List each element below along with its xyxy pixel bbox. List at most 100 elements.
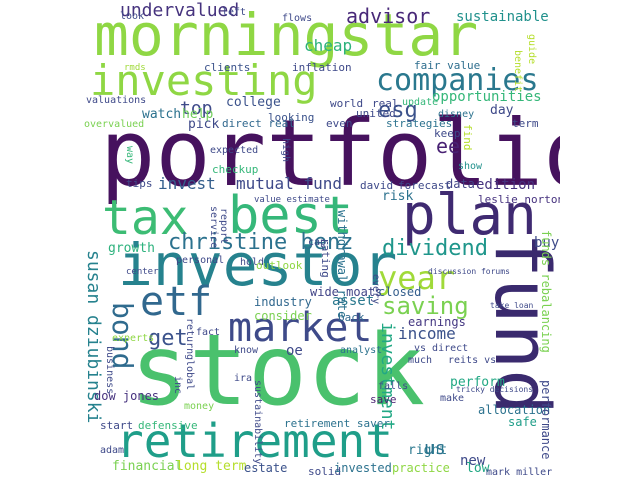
cloud-word: benefit bbox=[512, 50, 523, 93]
cloud-word: help bbox=[182, 107, 214, 122]
cloud-word: susan dziubinski bbox=[83, 250, 104, 424]
cloud-word: cheap bbox=[304, 36, 353, 55]
cloud-word: income bbox=[398, 324, 456, 343]
cloud-word: buy bbox=[534, 235, 560, 251]
cloud-word: update bbox=[402, 97, 439, 108]
cloud-word: safe bbox=[508, 415, 537, 429]
cloud-word: ira bbox=[234, 373, 253, 384]
cloud-word: portfolio bbox=[100, 100, 560, 207]
cloud-word: dividend bbox=[382, 236, 488, 261]
cloud-word: expected bbox=[210, 145, 259, 156]
cloud-word: practice bbox=[392, 461, 450, 475]
cloud-word: personal bbox=[176, 255, 225, 266]
cloud-word: guide bbox=[526, 34, 537, 65]
cloud-word: college bbox=[226, 95, 281, 110]
cloud-word: mark miller bbox=[486, 467, 553, 478]
cloud-word: undervalued bbox=[120, 0, 240, 21]
cloud-word: market bbox=[228, 305, 373, 351]
cloud-word: rating bbox=[319, 238, 332, 278]
cloud-word: bond bbox=[106, 302, 139, 370]
cloud-word: sustainable bbox=[456, 9, 549, 25]
cloud-word: defensive bbox=[138, 419, 198, 432]
cloud-word: industry bbox=[254, 295, 312, 309]
cloud-word: term bbox=[512, 117, 539, 130]
cloud-word: business bbox=[104, 346, 115, 395]
cloud-word: companies bbox=[376, 63, 539, 98]
cloud-word: high bbox=[280, 138, 291, 163]
cloud-word: find bbox=[461, 124, 474, 151]
cloud-word: even bbox=[326, 117, 353, 130]
cloud-word: analyst bbox=[340, 345, 383, 356]
cloud-word: united bbox=[356, 107, 396, 120]
cloud-word: disney bbox=[438, 109, 475, 120]
cloud-word: financial bbox=[112, 459, 183, 474]
cloud-word: tips bbox=[126, 177, 153, 190]
cloud-word: report bbox=[218, 208, 229, 245]
cloud-word: get bbox=[148, 326, 188, 351]
cloud-word: invest bbox=[158, 174, 216, 193]
cloud-word: dow jones bbox=[94, 389, 160, 403]
cloud-word: rmds bbox=[124, 63, 146, 73]
cloud-word: performance bbox=[539, 380, 553, 460]
cloud-word: way bbox=[124, 146, 135, 165]
cloud-word: cap bbox=[308, 237, 327, 248]
cloud-word: vs direct bbox=[414, 343, 469, 354]
cloud-word: growth bbox=[108, 241, 155, 256]
cloud-word: tricky decisions bbox=[456, 385, 534, 394]
cloud-word: tax bbox=[102, 190, 189, 246]
cloud-word: edition bbox=[476, 177, 536, 193]
cloud-word: money bbox=[184, 401, 215, 412]
cloud-word: value estimate bbox=[254, 195, 330, 205]
cloud-word: flows bbox=[282, 13, 313, 24]
cloud-word: overvalued bbox=[84, 119, 145, 130]
cloud-word: allocation bbox=[478, 403, 551, 417]
cloud-word: new bbox=[460, 453, 486, 469]
cloud-word: clients bbox=[204, 61, 251, 74]
cloud-word: asset bbox=[332, 293, 375, 309]
cloud-word: opportunities bbox=[432, 89, 542, 105]
cloud-word: morningstar bbox=[94, 1, 479, 69]
cloud-word: discussion forums bbox=[428, 267, 510, 276]
cloud-word: adam bbox=[100, 445, 125, 456]
cloud-word: solid bbox=[308, 465, 342, 478]
cloud-word: top bbox=[180, 98, 213, 119]
cloud-word: valuations bbox=[86, 95, 147, 106]
cloud-word: low bbox=[466, 461, 490, 476]
cloud-word: right bbox=[408, 443, 448, 458]
cloud-word: investor bbox=[118, 231, 398, 299]
cloud-word: direct real bbox=[222, 117, 295, 130]
cloud-word: inflation bbox=[292, 61, 352, 74]
cloud-word: best bbox=[228, 186, 354, 246]
cloud-word: etf bbox=[140, 279, 213, 325]
cloud-word: perform bbox=[450, 375, 505, 390]
cloud-word: keep bbox=[434, 127, 461, 140]
cloud-word: hold bbox=[240, 257, 265, 268]
cloud-word: reits vs bbox=[448, 355, 497, 366]
cloud-word: center bbox=[126, 267, 159, 277]
cloud-word: experts bbox=[112, 333, 155, 344]
cloud-word: service bbox=[208, 206, 219, 249]
cloud-word: strategies bbox=[386, 117, 453, 130]
cloud-word: fact bbox=[196, 327, 221, 338]
cloud-word: ee bbox=[436, 134, 461, 158]
cloud-word: david bbox=[360, 179, 394, 192]
cloud-word: christine benz bbox=[168, 230, 354, 255]
cloud-word: leslie norton bbox=[478, 193, 560, 206]
cloud-word: pick bbox=[188, 117, 220, 132]
cloud-word: real bbox=[372, 97, 399, 110]
cloud-word: checkup bbox=[212, 163, 259, 176]
cloud-word: global bbox=[184, 354, 195, 391]
cloud-word: know bbox=[234, 345, 259, 356]
cloud-word: make bbox=[440, 393, 465, 404]
cloud-word: esg bbox=[378, 98, 418, 123]
cloud-word: data bbox=[446, 177, 475, 191]
cloud-word: look bbox=[120, 11, 145, 22]
cloud-word: every bbox=[370, 274, 381, 305]
cloud-word: risk bbox=[382, 189, 414, 204]
cloud-word: fair value bbox=[414, 59, 481, 72]
cloud-word: save bbox=[370, 393, 397, 406]
cloud-word: funds rebalancing bbox=[539, 230, 553, 353]
cloud-word: earnings bbox=[408, 315, 466, 329]
cloud-word: retirement saver bbox=[284, 417, 390, 430]
cloud-word: withdrawal rate bbox=[335, 210, 349, 319]
